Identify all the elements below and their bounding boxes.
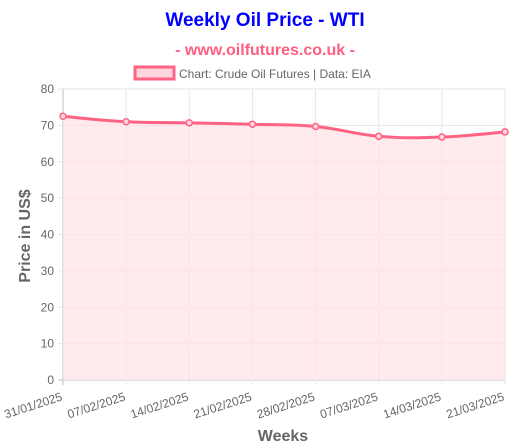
y-tick-label: 10: [41, 337, 55, 351]
x-tick-label: 21/02/2025: [192, 389, 254, 421]
y-tick-label: 20: [41, 300, 55, 314]
series-line[interactable]: [62, 114, 506, 140]
x-axis-ticks: 31/01/2025 07/02/2025 14/02/2025 21/02/2025…: [2, 389, 506, 421]
chart-title: Weekly Oil Price - WTI: [165, 10, 364, 31]
y-tick-label: 40: [41, 228, 55, 242]
data-point[interactable]: [59, 112, 67, 121]
x-tick-label: 28/02/2025: [255, 389, 317, 421]
y-tick-label: 80: [41, 82, 55, 96]
legend-swatch[interactable]: [133, 65, 176, 81]
x-tick-label: 31/01/2025: [2, 389, 64, 421]
x-tick-label: 21/03/2025: [444, 389, 506, 421]
y-tick-label: 70: [41, 118, 55, 132]
legend-label[interactable]: Chart: Crude Oil Futures | Data: EIA: [179, 67, 371, 81]
data-point[interactable]: [501, 128, 509, 136]
area-layer: [63, 116, 505, 380]
chart-subtitle: - www.oilfutures.co.uk -: [175, 42, 355, 59]
data-point[interactable]: [374, 132, 383, 141]
x-tick-label: 14/02/2025: [129, 389, 191, 421]
y-tick-label: 60: [41, 155, 55, 169]
legend[interactable]: Chart: Crude Oil Futures | Data: EIA: [133, 65, 371, 81]
data-point[interactable]: [122, 117, 130, 126]
x-tick-label: 07/03/2025: [318, 389, 380, 421]
x-axis-title: Weeks: [258, 428, 309, 443]
x-tick-label: 14/03/2025: [381, 389, 443, 421]
data-point[interactable]: [438, 133, 446, 141]
data-point[interactable]: [248, 120, 257, 129]
series-area-fill: [63, 116, 505, 380]
point-layer: [59, 112, 509, 141]
data-point[interactable]: [311, 122, 320, 131]
data-point[interactable]: [185, 119, 194, 127]
y-tick-label: 0: [47, 373, 54, 387]
y-axis-ticks: 0 10 20 30 40 50 60 70 80: [41, 82, 55, 387]
y-axis-title: Price in US$: [17, 189, 34, 282]
line-layer: [62, 114, 506, 140]
x-tick-label: 07/02/2025: [66, 389, 128, 421]
y-tick-label: 50: [41, 191, 55, 205]
y-tick-label: 30: [41, 264, 55, 278]
